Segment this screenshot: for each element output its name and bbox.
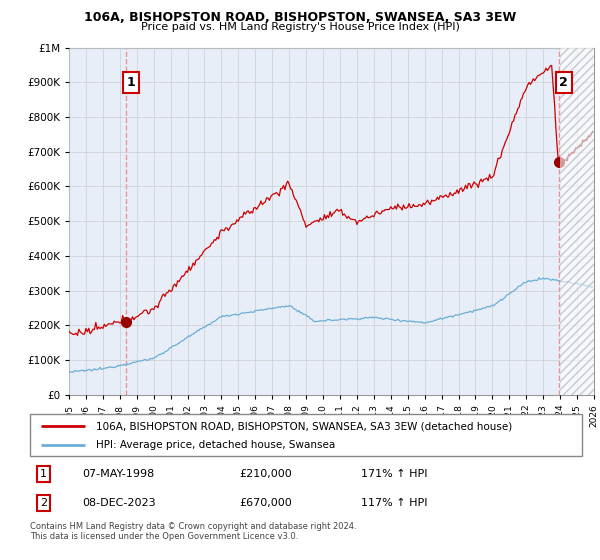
Text: HPI: Average price, detached house, Swansea: HPI: Average price, detached house, Swan…	[96, 440, 335, 450]
Text: 07-MAY-1998: 07-MAY-1998	[82, 469, 155, 479]
Text: Contains HM Land Registry data © Crown copyright and database right 2024.
This d: Contains HM Land Registry data © Crown c…	[30, 522, 356, 542]
Bar	[560, 48, 594, 395]
Text: 1: 1	[127, 76, 136, 89]
Text: 106A, BISHOPSTON ROAD, BISHOPSTON, SWANSEA, SA3 3EW (detached house): 106A, BISHOPSTON ROAD, BISHOPSTON, SWANS…	[96, 421, 512, 431]
FancyBboxPatch shape	[30, 414, 582, 456]
Text: 2: 2	[559, 76, 568, 89]
Text: 08-DEC-2023: 08-DEC-2023	[82, 498, 156, 508]
Text: £210,000: £210,000	[240, 469, 293, 479]
Text: 1: 1	[40, 469, 47, 479]
Text: Price paid vs. HM Land Registry's House Price Index (HPI): Price paid vs. HM Land Registry's House …	[140, 22, 460, 32]
Text: 171% ↑ HPI: 171% ↑ HPI	[361, 469, 428, 479]
Text: 106A, BISHOPSTON ROAD, BISHOPSTON, SWANSEA, SA3 3EW: 106A, BISHOPSTON ROAD, BISHOPSTON, SWANS…	[84, 11, 516, 24]
Bar	[560, 48, 594, 395]
Text: 2: 2	[40, 498, 47, 508]
Text: £670,000: £670,000	[240, 498, 293, 508]
Text: 117% ↑ HPI: 117% ↑ HPI	[361, 498, 428, 508]
